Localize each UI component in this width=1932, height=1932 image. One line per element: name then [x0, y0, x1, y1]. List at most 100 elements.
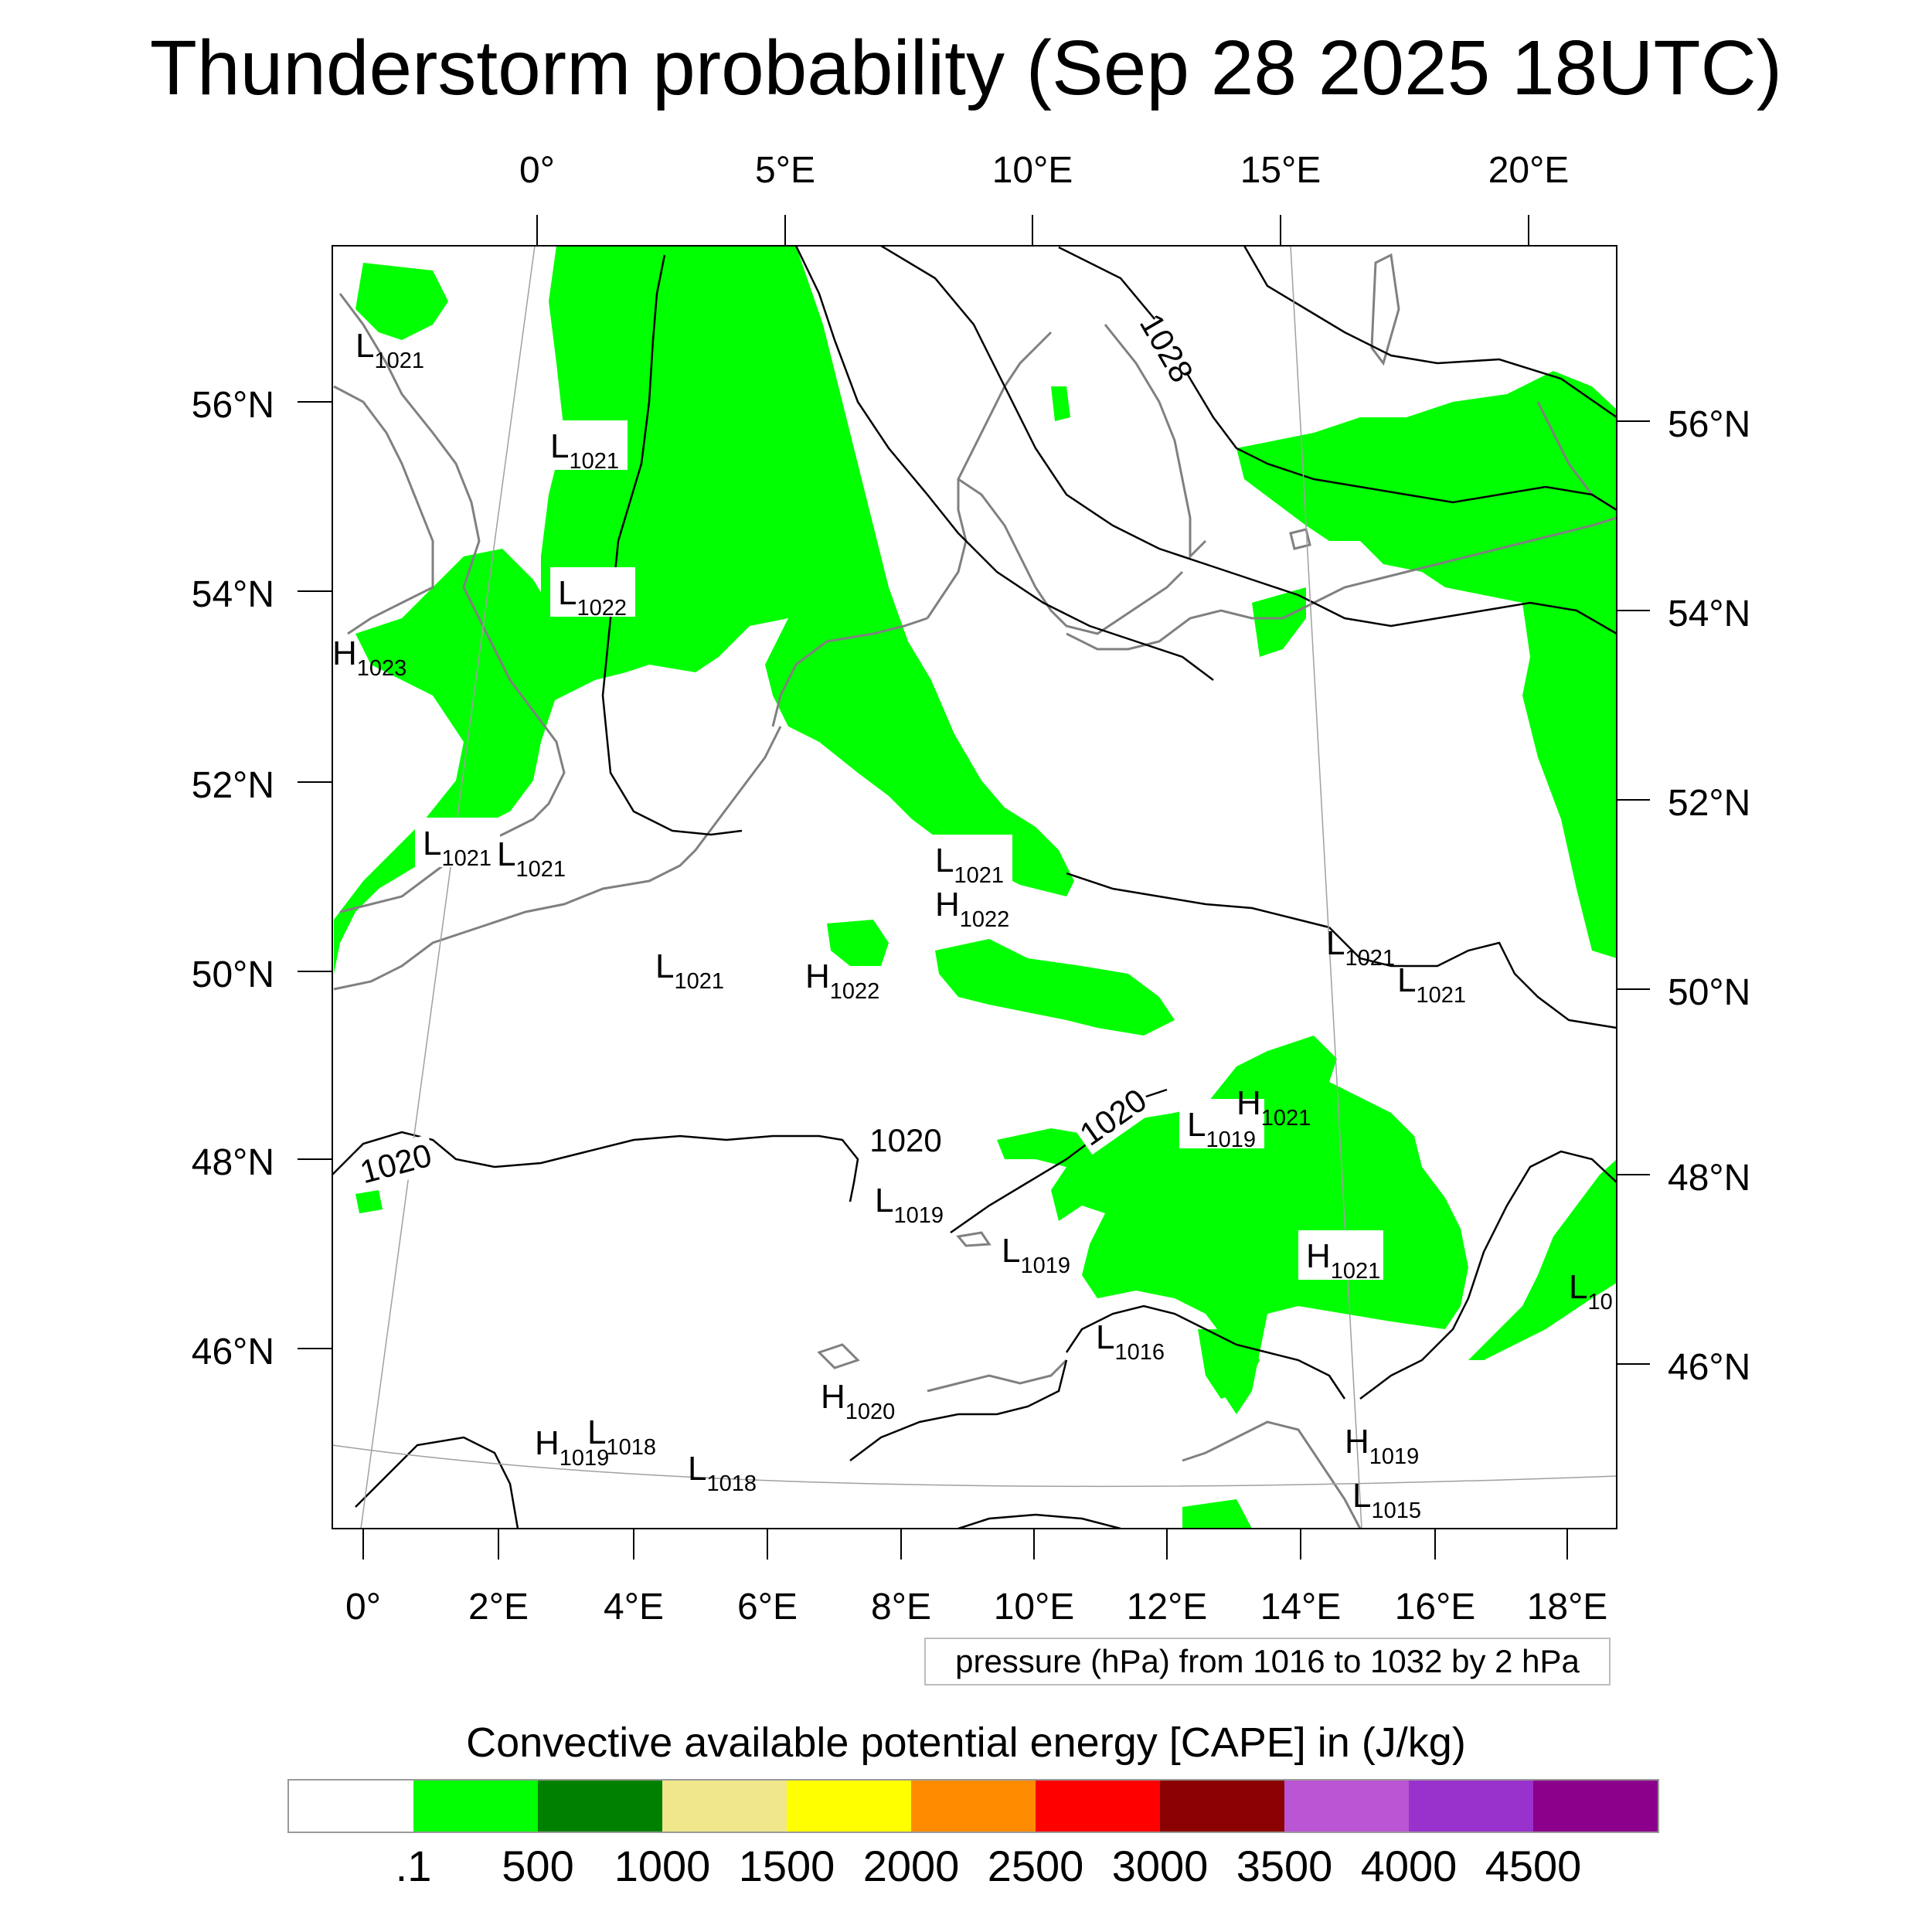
- right-lat-label: 54°N: [1668, 594, 1750, 634]
- pressure-center-box: [1298, 1230, 1383, 1280]
- left-lat-label: 46°N: [192, 1332, 274, 1372]
- colorbar-title: Convective available potential energy [C…: [466, 1719, 1466, 1766]
- bottom-lon-label: 0°: [345, 1587, 381, 1628]
- coastline-sweden: [1104, 324, 1207, 560]
- low-pressure-center: L1021: [423, 825, 492, 871]
- bottom-longitude-axis: [362, 1529, 1568, 1560]
- coastline-adriatic: [1182, 1420, 1362, 1529]
- bottom-lon-label: 14°E: [1260, 1587, 1342, 1628]
- top-lon-label: 10°E: [992, 150, 1073, 191]
- low-pressure-center: L1019: [1187, 1106, 1256, 1152]
- left-lat-label: 50°N: [192, 954, 274, 995]
- bottom-lon-label: 16°E: [1395, 1587, 1476, 1628]
- high-pressure-center: H1022: [805, 957, 879, 1004]
- bottom-lon-label: 6°E: [737, 1587, 798, 1628]
- colorbar-label: .1: [395, 1842, 432, 1890]
- low-pressure-center: L1021: [1397, 961, 1466, 1008]
- low-pressure-center: L1018: [688, 1450, 757, 1496]
- low-pressure-center: L1021: [935, 842, 1004, 888]
- pressure-center-box: [1179, 1099, 1264, 1148]
- colorbar-labels: .1 500 1000 1500 2000 2500 3000 3500 4000 4500: [0, 1839, 1932, 1893]
- low-pressure-center: L1021: [1326, 924, 1395, 971]
- colorbar-label: 4500: [1485, 1842, 1582, 1890]
- right-lat-label: 46°N: [1668, 1347, 1750, 1388]
- cape-region-britain: [334, 549, 556, 974]
- high-pressure-center: H1022: [935, 886, 1009, 932]
- isobar-1016-hungary: [1359, 1150, 1617, 1400]
- contour-info-box: pressure (hPa) from 1016 to 1032 by 2 hP…: [924, 1638, 1611, 1685]
- low-pressure-center: L1021: [497, 835, 566, 882]
- coastline-baltic: [1066, 516, 1617, 651]
- high-pressure-center: H1021: [1306, 1237, 1380, 1284]
- low-pressure-center: L1016: [1096, 1318, 1165, 1365]
- cape-region-france: [355, 1190, 383, 1213]
- pressure-center-box: [543, 420, 628, 470]
- isobar-1016-south-west: [355, 1436, 519, 1529]
- left-lat-label: 52°N: [192, 765, 274, 806]
- contour-value-labels: 1028 1020 1020 1020: [353, 308, 1200, 1192]
- high-pressure-center: H1023: [332, 634, 406, 681]
- cape-region-hungary: [1468, 1159, 1617, 1360]
- colorbar-label: 4000: [1360, 1842, 1458, 1890]
- colorbar-label: 1000: [614, 1842, 711, 1890]
- right-lat-label: 48°N: [1668, 1158, 1750, 1199]
- colorbar-swatch: [1409, 1781, 1533, 1832]
- colorbar-swatch: [787, 1781, 911, 1832]
- lake-constance: [956, 1231, 992, 1247]
- left-latitude-axis: [298, 401, 332, 1349]
- colorbar-swatch: [911, 1781, 1036, 1832]
- coastline-italy-north: [927, 1359, 1068, 1393]
- cape-region-scotland: [355, 263, 448, 340]
- coastline-netherlands: [771, 617, 928, 727]
- isobar-1016-south: [849, 1359, 1068, 1461]
- pressure-center-box: [550, 567, 635, 617]
- colorbar-swatch: [1160, 1781, 1284, 1832]
- colorbar-swatch: [538, 1781, 662, 1832]
- bottom-lon-label: 2°E: [468, 1587, 529, 1628]
- colorbar-swatch: [289, 1781, 413, 1832]
- graticule: [332, 246, 1617, 1529]
- low-pressure-center: L1021: [355, 327, 424, 373]
- right-lat-label: 52°N: [1668, 783, 1750, 824]
- cape-region-baltic-poland: [1236, 371, 1617, 958]
- map-title: Thunderstorm probability (Sep 28 2025 18…: [149, 25, 1783, 111]
- right-latitude-axis: [1617, 420, 1650, 1365]
- baltic-island-bornholm: [1289, 528, 1311, 550]
- right-lat-label: 50°N: [1668, 972, 1750, 1013]
- top-lon-label: 5°E: [755, 150, 815, 191]
- low-pressure-center: L1021: [550, 427, 619, 474]
- high-pressure-center: H1021: [1236, 1084, 1311, 1131]
- colorbar-label: 3500: [1236, 1842, 1333, 1890]
- isobar-1018-central: [1066, 872, 1330, 929]
- coastline-france: [333, 726, 782, 991]
- isobar-1014: [957, 1513, 1121, 1529]
- low-pressure-center: L1019: [875, 1182, 944, 1228]
- meridian-15e: [1290, 246, 1362, 1529]
- colorbar-swatch: [662, 1781, 787, 1832]
- bottom-lon-label: 12°E: [1127, 1587, 1208, 1628]
- colorbar-swatch: [1533, 1781, 1658, 1832]
- top-lon-label: 20°E: [1488, 150, 1570, 191]
- bottom-lon-label: 8°E: [871, 1587, 931, 1628]
- cape-region-poland-north: [1252, 587, 1306, 657]
- bottom-lon-label: 4°E: [604, 1587, 664, 1628]
- contour-label: 1020: [869, 1122, 941, 1158]
- isobar-1026: [880, 246, 1617, 635]
- top-lon-label: 15°E: [1240, 150, 1321, 191]
- low-pressure-center: L1015: [1352, 1477, 1421, 1523]
- left-lat-label: 54°N: [192, 574, 274, 615]
- cape-region-denmark: [1051, 386, 1070, 421]
- colorbar-swatch: [1036, 1781, 1160, 1832]
- map-frame: [332, 245, 1617, 1529]
- colorbar-label: 1500: [738, 1842, 835, 1890]
- colorbar-swatch: [413, 1781, 538, 1832]
- isobar-1018-east: [1328, 927, 1617, 1029]
- high-pressure-center: H1019: [1345, 1423, 1419, 1469]
- bottom-lon-label: 10°E: [994, 1587, 1075, 1628]
- top-lon-label: 0°: [519, 150, 555, 191]
- right-lat-label: 56°N: [1668, 404, 1750, 445]
- isobar-1016-alps: [1065, 1304, 1346, 1400]
- low-pressure-center: L1022: [558, 574, 627, 621]
